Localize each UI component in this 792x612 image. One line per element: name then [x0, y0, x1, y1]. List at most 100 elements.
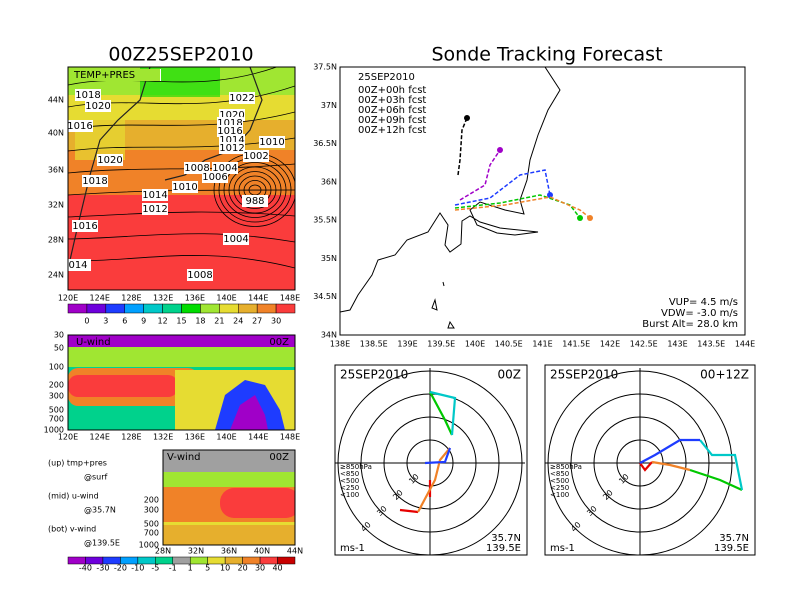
contour-label-bg [75, 89, 101, 101]
lon-label: 143E [667, 340, 687, 349]
v-low [163, 525, 295, 545]
colorbar-label: 18 [195, 317, 205, 326]
contour-label: 014 [68, 260, 87, 271]
lon-label: 124E [90, 433, 110, 442]
lon-label: 120E [58, 433, 78, 442]
contour-label-bg [142, 203, 168, 215]
hodo-location: 35.7N [719, 533, 749, 544]
level-label: 200 [144, 496, 159, 505]
ring-label: 40 [359, 520, 373, 534]
coastline [340, 67, 561, 313]
hodo-unit: ms-1 [550, 543, 575, 554]
hodo-unit: ms-1 [340, 543, 365, 554]
colorbar-label: 15 [176, 317, 186, 326]
contour-label-bg [72, 220, 98, 232]
level-label: 30 [54, 331, 64, 340]
lon-label: 143.5E [697, 340, 725, 349]
panel-label: V-wind [167, 452, 201, 463]
note: @35.7N [84, 506, 116, 515]
v-top [163, 450, 295, 472]
lat-label: 40N [48, 129, 64, 138]
contour-label-bg [243, 150, 269, 162]
lon-label: 140E [216, 294, 236, 303]
colorbar-swatch [124, 303, 144, 314]
lat-label: 44N [48, 96, 64, 105]
lon-label: 136E [185, 294, 205, 303]
level-label: 300 [144, 506, 159, 515]
hodograph [335, 368, 525, 555]
lon-label: 140.5E [495, 340, 523, 349]
colorbar-label: 30 [271, 317, 281, 326]
ring-label: 40 [569, 520, 583, 534]
panel-title: 00Z25SEP2010 [108, 44, 253, 66]
hodo-legend: <850 [550, 470, 569, 478]
lon-label: 142.5E [630, 340, 658, 349]
lon-label: 139.5E [427, 340, 455, 349]
lon-label: 132E [153, 433, 173, 442]
hodo-legend: <500 [340, 477, 359, 485]
lon-label: 139E [397, 340, 417, 349]
hodo-location: 35.7N [491, 533, 521, 544]
level-label: 1000 [44, 426, 64, 435]
hodograph [545, 368, 744, 555]
colorbar-swatch [181, 303, 201, 314]
track [457, 117, 468, 176]
u-top [68, 335, 295, 347]
hodo-trace [417, 447, 451, 513]
contour-label-bg [219, 142, 245, 154]
lat-label: 44N [287, 547, 303, 556]
hodo-legend: <250 [550, 484, 569, 492]
panel-label-bg [70, 69, 160, 81]
lon-label: 136E [185, 433, 205, 442]
hodo-location: 139.5E [486, 543, 521, 554]
contour-label-bg [68, 120, 93, 132]
contour-label-bg [172, 181, 198, 193]
lat-label: 35N [321, 254, 337, 263]
lat-label: 37N [321, 101, 337, 110]
lon-label: 144E [248, 433, 268, 442]
level-label: 700 [144, 529, 159, 538]
colorbar-label: 12 [157, 317, 167, 326]
colorbar-label: -1 [169, 564, 177, 573]
contour-label: 1010 [259, 137, 284, 148]
lon-label: 132E [153, 294, 173, 303]
track [454, 196, 591, 219]
contour-label: 1016 [72, 221, 97, 232]
v-red [220, 488, 295, 518]
colorbar-label: -5 [151, 564, 159, 573]
lat-label: 36N [321, 177, 337, 186]
level-label: 1000 [139, 541, 159, 550]
contour-label: 1004 [212, 163, 237, 174]
contour-label: 1022 [229, 93, 254, 104]
track [454, 169, 551, 206]
hodo-date: 25SEP2010 [550, 368, 618, 382]
hodo-trace [639, 461, 653, 472]
hodo-trace [689, 468, 743, 492]
hodo-legend: <850 [340, 470, 359, 478]
colorbar-swatch [275, 303, 296, 314]
contour-label-bg [187, 269, 213, 281]
contour-label-bg [223, 233, 249, 245]
ring-label: 30 [585, 504, 599, 518]
contour-label-bg [142, 189, 168, 201]
colorbar-label: 30 [255, 564, 265, 573]
contour-label: 988 [245, 196, 264, 207]
lon-label: 141.5E [562, 340, 590, 349]
track-map [340, 67, 593, 329]
lon-label: 142E [600, 340, 620, 349]
contour-label-bg [68, 259, 91, 271]
level-label: 500 [144, 520, 159, 529]
contour-label-bg [229, 92, 255, 104]
isobar [68, 111, 295, 130]
contour-label: 1018 [82, 176, 107, 187]
track-end [497, 147, 503, 153]
lon-label: 138.5E [360, 340, 388, 349]
hodo-trace [424, 447, 452, 465]
contour-label: 1016 [217, 126, 242, 137]
note: @surf [84, 473, 108, 482]
colorbar-label: -10 [131, 564, 144, 573]
lon-label: 144E [248, 294, 268, 303]
level-label: 100 [49, 363, 64, 372]
temp-map: 1022101810201016102210201018101610141012… [68, 67, 295, 290]
contour-label-bg [82, 175, 108, 187]
